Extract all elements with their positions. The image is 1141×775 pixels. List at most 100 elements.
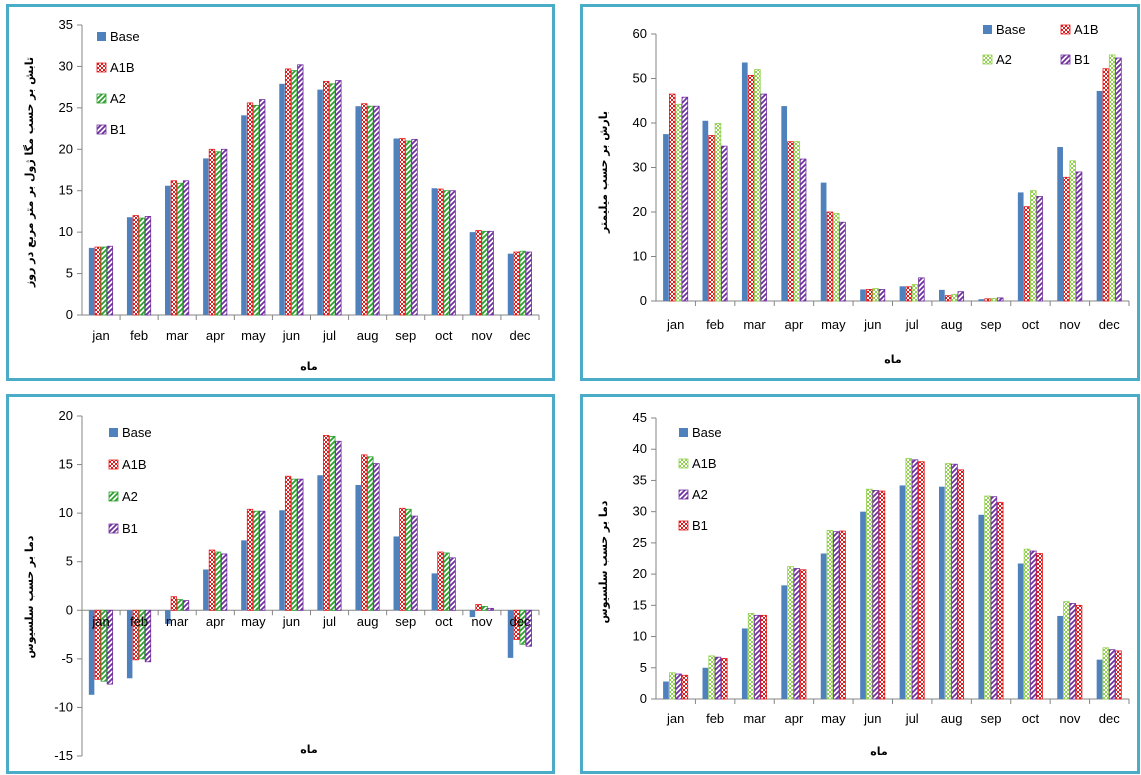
x-tick-label: oct [1022,317,1040,332]
y-tick-label: 40 [633,115,647,130]
bar-a1b-jan [669,672,676,700]
x-tick-label: jul [905,317,919,332]
y-axis-title: بارش بر حسب میلیمتر [597,111,610,234]
bar-a1b-oct [1023,206,1031,302]
legend-swatch [678,520,689,531]
bar-b1-oct [449,557,456,611]
y-tick-label: 40 [633,441,647,456]
y-tick-label: 30 [633,504,647,519]
bar-a1b-sep [984,298,991,302]
bar-a2-apr [214,551,222,611]
bar-base-feb [126,217,133,315]
bar-a1b-aug [944,295,952,302]
x-tick-label: may [241,614,266,629]
y-tick-label: 50 [633,71,647,86]
bar-a2-sep [990,496,998,700]
legend-label: A2 [692,487,708,502]
bar-a1b-sep [399,507,406,611]
bar-base-may [820,182,827,301]
legend-swatch [679,428,688,437]
legend-swatch [108,459,119,470]
bar-a1b-jul [905,458,913,700]
bar-a2-feb [714,656,722,700]
bar-a1b-may [826,529,834,700]
bar-a1b-feb [708,135,715,302]
bar-base-dec [507,610,514,658]
bar-a1b-aug [361,454,368,611]
bar-b1-dec [525,251,532,316]
x-tick-label: jul [905,711,919,726]
x-tick-label: aug [941,711,963,726]
bar-a2-aug [951,463,958,700]
x-tick-label: jul [322,614,336,629]
bar-b1-apr [220,553,228,611]
bar-b1-apr [799,569,807,700]
bar-b1-sep [411,138,418,316]
x-tick-label: nov [1059,711,1080,726]
bar-a1b-dec [513,251,520,316]
legend-label: A2 [122,489,138,504]
bar-a1b-may [826,211,834,302]
bar-b1-mar [182,180,190,316]
bar-a1b-jul [323,80,330,316]
bar-b1-may [839,221,846,302]
x-tick-label: dec [509,614,530,629]
bar-b1-feb [721,145,728,302]
y-tick-label: 30 [59,58,73,73]
bar-base-jun [860,289,866,301]
bar-a2-jan [100,609,107,682]
bar-a2-jun [291,70,298,316]
bar-base-jul [317,475,323,611]
bar-a1b-mar [747,613,755,700]
y-tick-label: 5 [66,554,73,569]
bar-b1-sep [996,297,1004,302]
legend-swatch [109,428,118,437]
x-tick-label: dec [509,328,530,343]
bar-base-may [241,115,247,315]
bar-a1b-jun [866,488,873,700]
bar-a1b-oct [437,551,444,611]
bar-a2-jun [872,490,879,700]
bar-base-mar [165,610,171,624]
y-tick-label: 0 [66,307,73,322]
x-axis-title: ماه [884,353,901,366]
bar-b1-apr [799,158,807,302]
legend-label: A2 [110,91,126,106]
bar-b1-jun [297,478,304,611]
bar-a1b-nov [475,604,482,611]
x-tick-label: feb [130,328,148,343]
bar-a2-jan [675,673,682,700]
bar-base-aug [355,484,361,611]
bar-a1b-jun [866,289,873,302]
bar-a1b-sep [399,138,406,316]
bar-b1-jul [335,440,342,611]
bar-a2-may [252,510,260,611]
x-tick-label: apr [206,328,225,343]
legend-label: Base [692,425,722,440]
legend-label: B1 [122,521,138,536]
bar-base-jul [899,485,906,699]
bar-b1-feb [144,215,152,316]
bar-a2-mar [754,69,761,302]
legend-label: B1 [692,518,708,533]
x-tick-label: jan [91,614,109,629]
bar-a2-mar [754,614,761,700]
bar-base-feb [702,120,709,302]
bar-a2-dec [519,609,526,645]
bar-a1b-apr [208,549,216,611]
x-tick-label: mar [743,711,766,726]
y-tick-label: 0 [640,691,647,706]
x-tick-label: may [241,328,266,343]
bar-b1-mar [760,93,767,302]
bar-b1-oct [449,190,456,316]
bar-b1-jul [918,277,925,302]
bar-a2-aug [951,293,958,302]
x-axis-title: ماه [300,743,317,756]
x-tick-label: may [821,711,846,726]
y-tick-label: 10 [59,505,73,520]
bar-a1b-aug [361,103,368,316]
bar-base-jun [279,83,285,315]
x-tick-label: feb [706,711,724,726]
legend-swatch [108,523,119,534]
x-tick-label: jan [91,328,109,343]
